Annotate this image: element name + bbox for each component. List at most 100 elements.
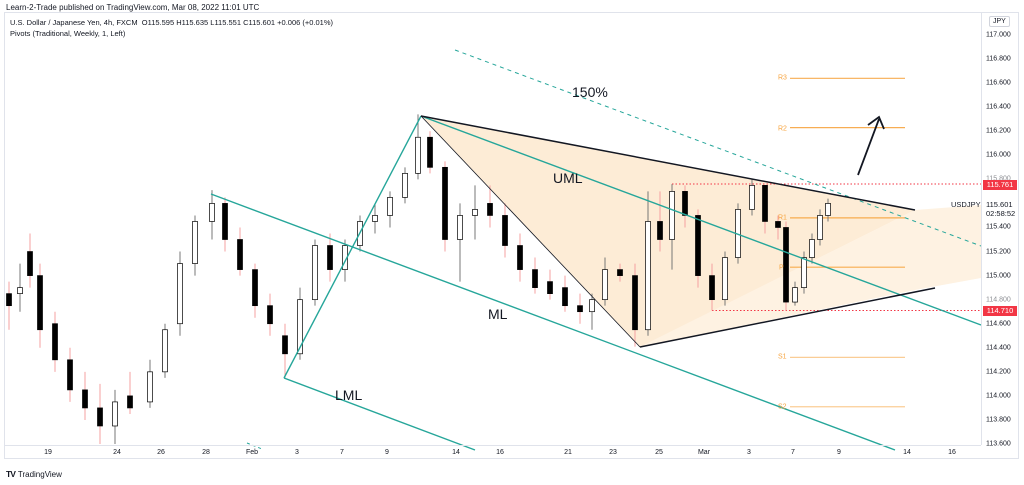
candle [709,263,715,311]
candle [52,311,58,372]
pivot-label-r2: R2 [778,125,787,133]
label-ml: ML [488,306,508,322]
candle [252,263,258,318]
label-lml: LML [335,387,363,403]
currency-button[interactable]: JPY [989,16,1010,27]
time-tick: 7 [791,449,795,456]
candle [127,371,133,414]
publish-info: Learn-2-Trade published on TradingView.c… [6,3,260,12]
candle [282,323,288,380]
time-tick: 28 [202,449,210,456]
triangle-extension [640,205,981,347]
price-axis[interactable] [981,12,1019,445]
price-tick: 114.400 [986,344,1011,352]
time-tick: 16 [496,449,504,456]
candle [589,293,595,330]
time-tick: 19 [44,449,52,456]
candle [669,184,675,270]
candle [502,203,508,258]
label-uml: UML [553,170,583,186]
ohlc-values: O115.595 H115.635 L115.551 C115.601 +0.0… [141,18,334,27]
candle [775,215,781,240]
chart-frame [4,12,1019,459]
candle [222,197,228,252]
candle [722,251,728,306]
candle [602,257,608,306]
label-150-percent: 150% [572,84,608,100]
resistance-price-tag: 115.761 [983,180,1017,190]
tradingview-brand: TradingView [17,469,62,479]
price-tick: 116.800 [986,55,1011,63]
candle [632,263,638,347]
candle [372,203,378,234]
price-tick: 114.600 [986,320,1011,328]
candle [457,203,463,282]
candle [617,263,623,282]
candle [6,281,12,330]
uml-line [420,115,982,326]
candle [112,389,118,445]
price-tick: 116.400 [986,103,1011,111]
ml-line [210,193,896,451]
time-axis[interactable] [4,445,981,459]
candle [645,191,651,336]
candle [297,287,303,360]
up-arrow-head-icon [867,115,885,130]
bar-countdown: 02:58:52 [986,209,1016,218]
candle [487,185,493,228]
candle [312,239,318,306]
symbol-label: USDJPY [951,200,981,209]
candle [37,263,43,348]
candle [817,209,823,246]
indicator-legend[interactable]: Pivots (Traditional, Weekly, 1, Left) [10,29,126,38]
time-tick: 14 [452,449,460,456]
last-price-value: 115.601 [986,200,1013,209]
candle [97,383,103,445]
pivot-label-r1: R1 [778,214,787,222]
candle [387,191,393,228]
candle [762,185,768,234]
median-150-line [454,49,982,247]
candle [657,191,663,252]
lml-line [283,377,476,451]
candle [177,251,183,336]
price-tick: 116.600 [986,79,1011,87]
candle [517,233,523,282]
footer-branding[interactable]: TV TradingView [6,469,62,479]
symbol-description[interactable]: U.S. Dollar / Japanese Yen, 4h, FXCM [10,18,138,27]
candle [67,347,73,402]
candle [327,233,333,282]
price-tick: 116.000 [986,151,1011,159]
candle [532,257,538,294]
candle [472,185,478,240]
lower-dashed-line [246,442,263,450]
pivot-label-p: P [779,264,784,272]
candle [749,179,755,216]
price-tick: 115.000 [986,272,1011,280]
price-tick: 115.800 [986,176,1011,183]
candle [792,281,798,306]
price-tick: 115.400 [986,223,1011,231]
candle [577,293,583,324]
candle [17,263,23,312]
price-tick: 115.200 [986,248,1011,256]
candle [547,269,553,300]
price-tick: 114.000 [986,392,1011,400]
candle [209,190,215,240]
triangle-upper-line [420,115,916,211]
time-tick: 9 [385,449,389,456]
chart-legend: U.S. Dollar / Japanese Yen, 4h, FXCM O11… [10,17,333,39]
time-tick: 16 [948,449,956,456]
candle [27,233,33,288]
candle [415,114,421,180]
time-tick: 7 [340,449,344,456]
time-tick: Mar [697,449,711,456]
pivot-label-s1: S1 [778,353,787,361]
support-price-tag: 114.710 [983,306,1017,316]
candle [442,161,448,252]
candle [695,209,701,288]
candle [192,215,198,276]
triangle-pattern [421,116,915,347]
candle [147,359,153,408]
